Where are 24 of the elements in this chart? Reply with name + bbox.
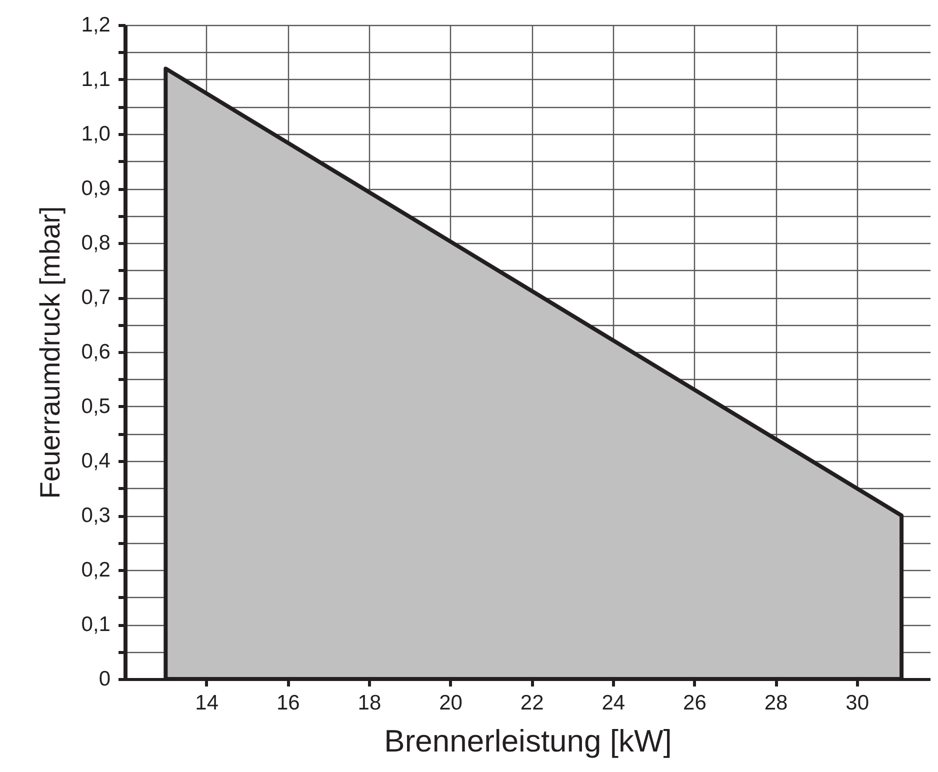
x-tick-label: 24 [602,692,626,714]
y-tick-label: 0,4 [81,450,111,472]
x-tick-label: 14 [195,692,219,714]
y-tick-label: 1,1 [81,68,110,91]
y-tick-label: 0,8 [81,232,110,254]
y-tick-label: 0,3 [81,504,110,527]
y-tick-label: 0,2 [81,558,110,582]
y-tick-label: 0,1 [81,613,110,636]
y-axis-title: Feuerraumdruck [mbar] [34,206,66,499]
y-tick-label: 0,9 [81,177,110,200]
y-tick-label: 0,7 [81,286,110,309]
x-axis-title: Brennerleistung [kW] [384,724,672,758]
x-tick-label: 20 [439,692,462,714]
y-tick-label: 0 [98,668,110,690]
y-tick-label: 1,0 [81,122,110,146]
y-tick-label: 0,5 [81,395,110,418]
x-tick-label: 26 [683,692,706,714]
y-tick-label: 1,2 [81,14,110,36]
x-tick-label: 30 [846,692,869,714]
x-tick-label: 18 [358,692,382,714]
y-tick-label: 0,6 [81,340,110,364]
x-tick-label: 16 [276,692,300,714]
x-tick-label: 22 [520,692,544,714]
x-tick-label: 28 [764,692,788,714]
